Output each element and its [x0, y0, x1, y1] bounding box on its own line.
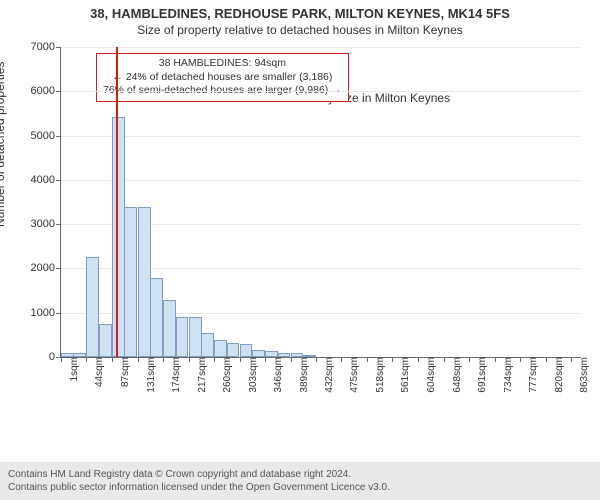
x-tick-label: 648sqm: [444, 357, 463, 393]
x-tick-label: 475sqm: [341, 357, 360, 393]
x-tick-label: 1sqm: [61, 357, 80, 381]
x-tick-label: 131sqm: [138, 357, 157, 393]
y-axis-title: Number of detached properties: [0, 62, 7, 227]
footer: Contains HM Land Registry data © Crown c…: [0, 462, 600, 500]
y-tick-label: 7000: [31, 41, 61, 53]
x-tick-label: 389sqm: [291, 357, 310, 393]
histogram-bar: [227, 343, 240, 357]
histogram-bar: [138, 207, 151, 357]
x-tick-label: 303sqm: [240, 357, 259, 393]
plot-area: 38 HAMBLEDINES: 94sqm ← 24% of detached …: [60, 47, 581, 358]
x-tick-label: 604sqm: [418, 357, 437, 393]
reference-line: [116, 47, 118, 357]
chart-container: Number of detached properties 38 HAMBLED…: [0, 37, 600, 417]
histogram-bar: [163, 300, 176, 357]
x-tick-label: 734sqm: [495, 357, 514, 393]
chart-title: 38, HAMBLEDINES, REDHOUSE PARK, MILTON K…: [0, 6, 600, 21]
histogram-bar: [189, 317, 202, 357]
x-tick-label: 518sqm: [367, 357, 386, 393]
histogram-bar: [252, 350, 265, 357]
footer-line-2: Contains public sector information licen…: [8, 481, 592, 494]
y-tick-label: 3000: [31, 218, 61, 230]
x-tick-label: 87sqm: [112, 357, 131, 387]
chart-subtitle: Size of property relative to detached ho…: [0, 23, 600, 37]
x-tick-label: 346sqm: [265, 357, 284, 393]
histogram-bar: [86, 257, 99, 357]
histogram-bar: [176, 317, 189, 357]
histogram-bar: [124, 207, 137, 357]
y-tick-label: 5000: [31, 130, 61, 142]
x-tick-label: 217sqm: [189, 357, 208, 393]
x-tick-label: 863sqm: [571, 357, 590, 393]
x-tick-label: 777sqm: [520, 357, 539, 393]
histogram-bar: [214, 340, 227, 357]
histogram-bar: [240, 344, 253, 357]
bars-layer: [61, 47, 581, 357]
y-tick-label: 0: [49, 351, 61, 363]
y-tick-label: 6000: [31, 85, 61, 97]
x-tick-label: 260sqm: [214, 357, 233, 393]
histogram-bar: [99, 324, 112, 357]
y-tick-label: 4000: [31, 174, 61, 186]
x-tick-label: 691sqm: [469, 357, 488, 393]
x-tick-label: 44sqm: [86, 357, 105, 387]
x-tick-label: 561sqm: [392, 357, 411, 393]
y-tick-label: 2000: [31, 262, 61, 274]
histogram-bar: [201, 333, 214, 357]
x-tick-label: 174sqm: [163, 357, 182, 393]
x-tick-label: 820sqm: [546, 357, 565, 393]
histogram-bar: [150, 278, 163, 357]
footer-line-1: Contains HM Land Registry data © Crown c…: [8, 468, 592, 481]
y-tick-label: 1000: [31, 307, 61, 319]
histogram-bar: [112, 117, 125, 357]
x-tick-label: 432sqm: [316, 357, 335, 393]
